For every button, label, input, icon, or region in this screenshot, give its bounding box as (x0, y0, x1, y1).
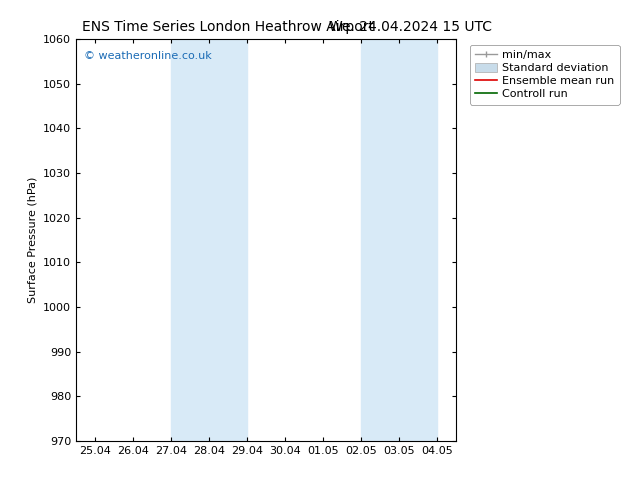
Legend: min/max, Standard deviation, Ensemble mean run, Controll run: min/max, Standard deviation, Ensemble me… (470, 45, 619, 105)
Bar (361, 39, 437, 441)
Text: © weatheronline.co.uk: © weatheronline.co.uk (84, 51, 211, 61)
Bar (171, 39, 247, 441)
Text: ENS Time Series London Heathrow Airport: ENS Time Series London Heathrow Airport (82, 20, 374, 34)
Text: We. 24.04.2024 15 UTC: We. 24.04.2024 15 UTC (329, 20, 493, 34)
Y-axis label: Surface Pressure (hPa): Surface Pressure (hPa) (27, 177, 37, 303)
